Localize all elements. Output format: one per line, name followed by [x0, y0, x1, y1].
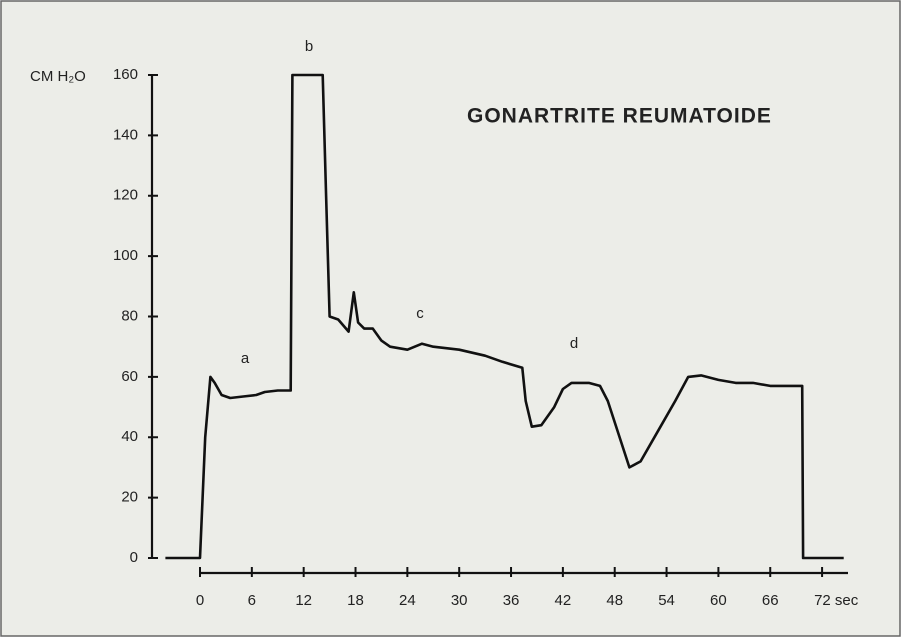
y-tick-label: 120 — [113, 187, 138, 204]
y-tick-label: 40 — [121, 428, 138, 445]
x-tick-label: 36 — [503, 592, 520, 609]
y-tick-label: 140 — [113, 126, 138, 143]
y-tick-label: 0 — [130, 549, 138, 566]
annotation: d — [570, 335, 578, 352]
x-tick-label: 42 — [555, 592, 572, 609]
y-tick-label: 100 — [113, 247, 138, 264]
annotation: b — [305, 38, 313, 55]
x-tick-label: 30 — [451, 592, 468, 609]
annotation: a — [241, 350, 250, 367]
x-tick-label: 0 — [196, 592, 204, 609]
chart-title: GONARTRITE REUMATOIDE — [467, 105, 772, 128]
y-tick-label: 80 — [121, 307, 138, 324]
annotation: c — [416, 305, 424, 322]
x-tick-label: 72 sec — [814, 592, 859, 609]
x-tick-label: 66 — [762, 592, 779, 609]
x-tick-label: 60 — [710, 592, 727, 609]
y-tick-label: 160 — [113, 66, 138, 83]
y-tick-label: 20 — [121, 489, 138, 506]
x-tick-label: 24 — [399, 592, 416, 609]
y-axis-label: CM H₂O — [30, 68, 86, 85]
x-tick-label: 54 — [658, 592, 675, 609]
y-tick-label: 60 — [121, 368, 138, 385]
x-tick-label: 12 — [295, 592, 312, 609]
x-tick-label: 18 — [347, 592, 364, 609]
data-line — [165, 73, 844, 560]
x-tick-label: 6 — [248, 592, 256, 609]
x-tick-label: 48 — [606, 592, 623, 609]
